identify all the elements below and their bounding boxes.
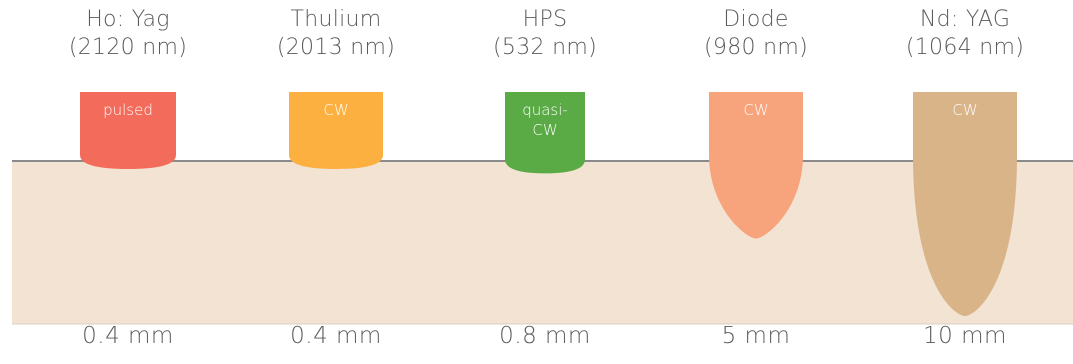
laser-name: Nd: YAG <box>919 7 1011 32</box>
beams-layer: pulsed CW quasi-CW CW CW <box>80 92 1017 316</box>
depth-label-4: 10 mm <box>923 323 1007 349</box>
laser-name: HPS <box>522 7 568 32</box>
beam-3 <box>709 92 803 239</box>
laser-wavelength: (532 nm) <box>493 35 597 60</box>
beam-2 <box>505 92 585 174</box>
laser-header-1: Thulium (2013 nm) <box>246 6 426 62</box>
tissue-block <box>12 161 1073 324</box>
depth-label-1: 0.4 mm <box>290 323 382 349</box>
laser-wavelength: (2120 nm) <box>68 35 188 60</box>
laser-header-4: Nd: YAG (1064 nm) <box>875 6 1055 62</box>
beam-mode-label-1: CW <box>323 101 348 119</box>
beam-mode-label-4: CW <box>952 101 977 119</box>
beam-0 <box>80 92 176 169</box>
depth-label-0: 0.4 mm <box>82 323 174 349</box>
laser-header-0: Ho: Yag (2120 nm) <box>38 6 218 62</box>
laser-header-2: HPS (532 nm) <box>455 6 635 62</box>
beam-mode-label-3: CW <box>743 101 768 119</box>
laser-wavelength: (2013 nm) <box>276 35 396 60</box>
laser-wavelength: (1064 nm) <box>905 35 1025 60</box>
laser-name: Thulium <box>290 7 382 32</box>
laser-header-3: Diode (980 nm) <box>666 6 846 62</box>
beam-mode-label-2: quasi-CW <box>522 101 568 139</box>
depth-label-2: 0.8 mm <box>499 323 591 349</box>
beam-4 <box>913 92 1017 316</box>
beam-1 <box>289 92 383 169</box>
laser-wavelength: (980 nm) <box>704 35 808 60</box>
laser-name: Diode <box>723 7 789 32</box>
beam-mode-label-0: pulsed <box>103 101 153 119</box>
laser-name: Ho: Yag <box>86 7 170 32</box>
depth-label-3: 5 mm <box>721 323 791 349</box>
